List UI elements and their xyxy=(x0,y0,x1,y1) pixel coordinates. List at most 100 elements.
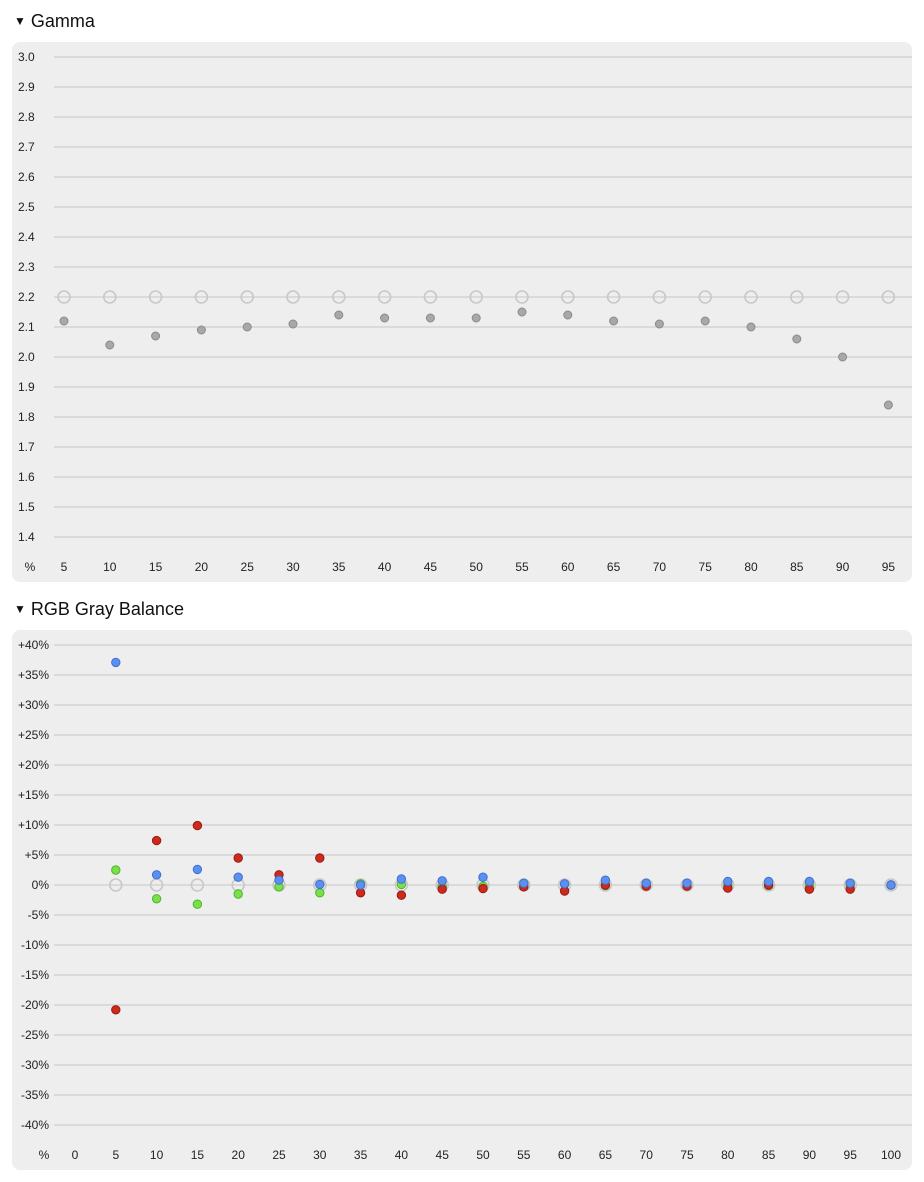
x-tick-label: 25 xyxy=(241,560,255,574)
blue-point xyxy=(682,878,692,888)
blue-point xyxy=(478,872,488,882)
x-tick-label: 95 xyxy=(844,1148,858,1162)
gray-balance-section-title: RGB Gray Balance xyxy=(30,598,184,619)
blue-point xyxy=(600,875,611,885)
x-tick-label: 90 xyxy=(803,1148,817,1162)
y-tick-label: -5% xyxy=(28,908,50,922)
x-tick-label: 70 xyxy=(640,1148,654,1162)
gray-balance-section-header[interactable]: ▼ RGB Gray Balance xyxy=(14,597,184,621)
x-tick-label: 5 xyxy=(61,560,68,574)
measured-point xyxy=(334,310,344,320)
target-point xyxy=(884,878,898,892)
x-tick-label: 85 xyxy=(790,560,804,574)
x-tick-label: 55 xyxy=(515,560,529,574)
gamma-section-header[interactable]: ▼ Gamma xyxy=(14,9,95,33)
measured-point xyxy=(654,319,664,329)
target-point xyxy=(744,290,758,304)
blue-point xyxy=(804,876,815,887)
y-tick-label: +5% xyxy=(25,848,50,862)
y-tick-label: -20% xyxy=(21,998,49,1012)
x-tick-label: 20 xyxy=(195,560,209,574)
blue-point xyxy=(559,879,570,889)
x-tick-label: 30 xyxy=(313,1148,327,1162)
measured-point xyxy=(105,340,115,350)
target-point xyxy=(103,290,117,304)
blue-point xyxy=(192,864,203,875)
measured-point xyxy=(838,352,848,362)
y-tick-label: 0% xyxy=(32,878,50,892)
target-point xyxy=(881,290,896,304)
y-tick-label: 2.6 xyxy=(18,170,35,184)
y-tick-label: -25% xyxy=(21,1028,49,1042)
measured-point xyxy=(151,331,161,341)
blue-point xyxy=(233,872,243,882)
y-tick-label: 2.3 xyxy=(18,260,35,274)
green-point xyxy=(151,894,162,904)
x-tick-label: 90 xyxy=(836,560,850,574)
x-tick-label: 75 xyxy=(699,560,713,574)
target-point xyxy=(109,878,123,892)
target-point xyxy=(606,290,621,304)
target-point xyxy=(194,290,209,304)
red-point xyxy=(151,835,162,846)
y-tick-label: +15% xyxy=(18,788,49,802)
x-tick-label: 50 xyxy=(476,1148,490,1162)
target-point xyxy=(240,290,254,304)
y-tick-label: 3.0 xyxy=(18,50,35,64)
x-axis-unit-label: % xyxy=(39,1148,50,1162)
x-tick-label: 30 xyxy=(286,560,300,574)
measured-point xyxy=(517,307,527,317)
measured-point xyxy=(792,334,802,344)
y-tick-label: +20% xyxy=(18,758,49,772)
measured-point xyxy=(471,313,481,323)
y-tick-label: -40% xyxy=(21,1118,49,1132)
x-tick-label: 40 xyxy=(395,1148,409,1162)
target-point xyxy=(835,290,850,304)
x-tick-label: 85 xyxy=(762,1148,776,1162)
y-tick-label: +25% xyxy=(18,728,49,742)
collapse-triangle-icon: ▼ xyxy=(14,602,26,616)
blue-point xyxy=(355,880,366,890)
y-tick-label: 2.1 xyxy=(18,320,35,334)
measured-point xyxy=(288,319,298,329)
target-point xyxy=(57,290,71,304)
blue-point xyxy=(886,880,896,890)
x-tick-label: 25 xyxy=(272,1148,286,1162)
target-point xyxy=(652,290,667,304)
x-tick-label: 60 xyxy=(561,560,575,574)
collapse-triangle-icon: ▼ xyxy=(14,14,26,28)
gamma-section-title: Gamma xyxy=(30,10,95,31)
y-tick-label: 1.6 xyxy=(18,470,35,484)
y-tick-label: +10% xyxy=(18,818,49,832)
target-point xyxy=(190,878,205,892)
red-point xyxy=(478,883,488,894)
measured-point xyxy=(746,322,756,332)
y-tick-label: +40% xyxy=(18,638,49,652)
target-point xyxy=(286,290,300,304)
x-tick-label: 15 xyxy=(191,1148,205,1162)
target-point xyxy=(423,290,438,304)
x-tick-label: 60 xyxy=(558,1148,572,1162)
y-tick-label: 2.2 xyxy=(18,290,35,304)
green-point xyxy=(233,889,243,899)
x-tick-label: 70 xyxy=(653,560,667,574)
target-point xyxy=(698,290,713,304)
x-tick-label: 35 xyxy=(354,1148,368,1162)
x-tick-label: 65 xyxy=(599,1148,613,1162)
target-point xyxy=(148,290,163,304)
blue-point xyxy=(437,876,447,886)
y-tick-label: -10% xyxy=(21,938,49,952)
y-tick-label: -30% xyxy=(21,1058,49,1072)
x-axis-unit-label: % xyxy=(25,560,36,574)
measured-point xyxy=(609,316,619,326)
x-tick-label: 15 xyxy=(149,560,163,574)
y-tick-label: 1.5 xyxy=(18,500,35,514)
blue-point xyxy=(519,878,529,888)
green-point xyxy=(192,899,203,909)
x-tick-label: 65 xyxy=(607,560,621,574)
y-tick-label: 1.7 xyxy=(18,440,35,454)
target-point xyxy=(331,290,346,304)
x-tick-label: 0 xyxy=(72,1148,79,1162)
x-tick-label: 55 xyxy=(517,1148,531,1162)
x-tick-label: 5 xyxy=(112,1148,119,1162)
